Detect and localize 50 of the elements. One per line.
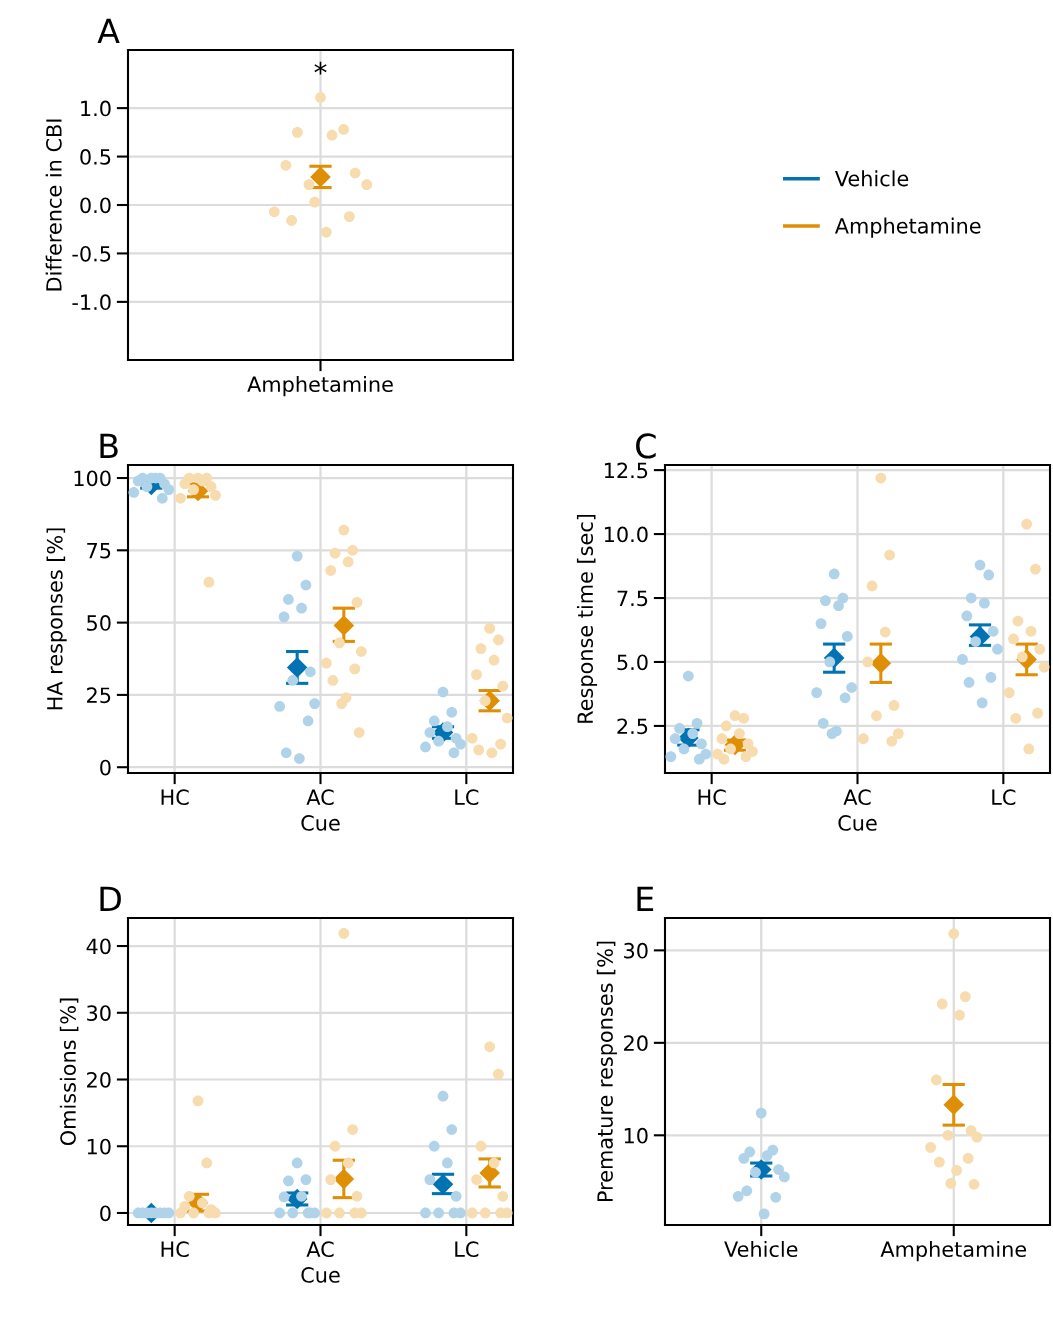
- x-tick-label: AC: [843, 789, 871, 806]
- legend-label: Amphetamine: [834, 217, 981, 238]
- x-tick-label: Vehicle: [724, 1240, 798, 1258]
- x-axis-title: Cue: [301, 1267, 340, 1283]
- y-tick-label: -1.0: [72, 294, 111, 311]
- chart-title: C: [636, 433, 656, 459]
- annotation: *: [314, 61, 327, 75]
- y-axis-title: Premature responses [%]: [596, 941, 617, 1202]
- y-tick-label: 12.5: [604, 462, 648, 479]
- y-tick-label: 0: [100, 1205, 111, 1222]
- x-axis-title: Cue: [838, 815, 877, 831]
- x-axis-title: Cue: [301, 815, 340, 831]
- y-tick-label: 0.5: [80, 149, 111, 165]
- y-axis-title: Response time [sec]: [576, 514, 598, 723]
- x-tick-label: HC: [161, 789, 189, 806]
- chart-title: E: [637, 886, 654, 912]
- x-tick-label: LC: [455, 789, 479, 806]
- y-tick-label: 100: [74, 470, 111, 487]
- y-tick-label: 30: [87, 1005, 111, 1021]
- y-tick-label: 30: [624, 942, 648, 959]
- y-tick-label: 0.0: [80, 197, 111, 214]
- x-tick-label: LC: [455, 1241, 479, 1258]
- x-tick-label: AC: [306, 1241, 334, 1258]
- legend-label: Vehicle: [834, 170, 909, 187]
- x-tick-label: HC: [698, 789, 726, 806]
- y-tick-label: 1.0: [81, 100, 111, 117]
- chart-title: B: [100, 433, 118, 459]
- y-tick-label: -0.5: [72, 245, 111, 262]
- y-axis-title: Omissions [%]: [59, 998, 79, 1146]
- y-axis-title: Difference in CBI: [45, 119, 62, 291]
- y-tick-label: 7.5: [617, 590, 648, 607]
- y-tick-label: 2.5: [617, 718, 648, 735]
- y-tick-label: 75: [87, 543, 111, 559]
- chart-title: A: [97, 18, 120, 44]
- y-tick-label: 10.0: [604, 526, 648, 543]
- x-tick-label: LC: [992, 789, 1016, 806]
- y-tick-label: 0: [100, 759, 111, 776]
- y-tick-label: 25: [87, 687, 111, 704]
- x-tick-label: AC: [306, 789, 334, 806]
- y-tick-label: 5.0: [617, 654, 648, 671]
- y-tick-label: 50: [87, 615, 111, 631]
- y-tick-label: 10: [624, 1127, 648, 1144]
- x-tick-label: HC: [161, 1241, 189, 1258]
- y-tick-label: 40: [86, 938, 111, 955]
- y-axis-title: HA responses [%]: [46, 528, 67, 710]
- chart-title: D: [100, 886, 121, 912]
- y-tick-label: 10: [87, 1138, 111, 1155]
- y-tick-label: 20: [87, 1071, 111, 1088]
- y-tick-label: 20: [624, 1035, 648, 1052]
- x-tick-label: Amphetamine: [880, 1240, 1027, 1262]
